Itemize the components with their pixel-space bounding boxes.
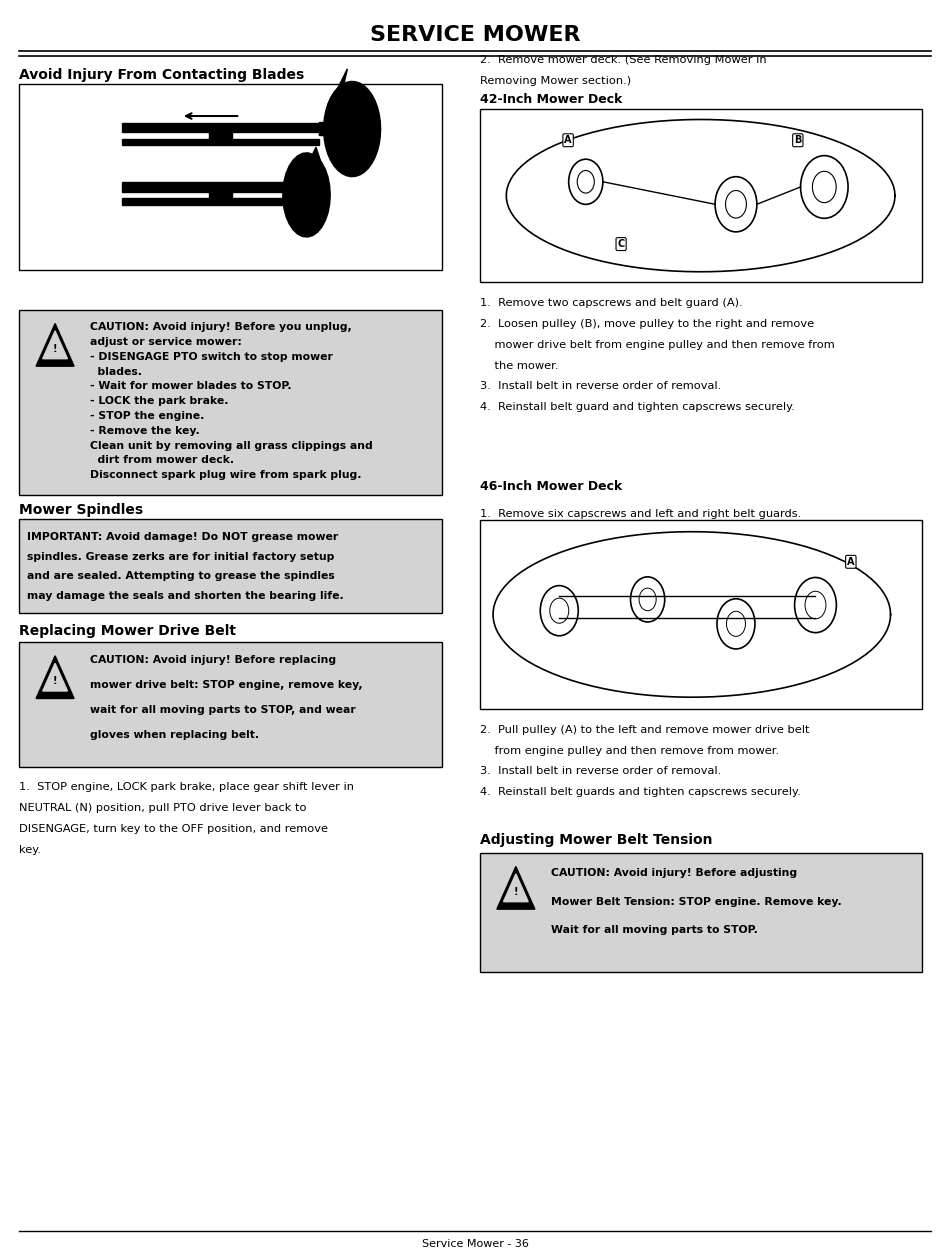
Polygon shape <box>36 656 74 698</box>
Polygon shape <box>122 123 319 132</box>
Text: Service Mower - 36: Service Mower - 36 <box>422 1239 528 1249</box>
Polygon shape <box>122 139 319 145</box>
Text: IMPORTANT: Avoid damage! Do NOT grease mower: IMPORTANT: Avoid damage! Do NOT grease m… <box>27 532 338 542</box>
Polygon shape <box>497 867 535 909</box>
Text: adjust or service mower:: adjust or service mower: <box>90 337 242 347</box>
Text: wait for all moving parts to STOP, and wear: wait for all moving parts to STOP, and w… <box>90 705 356 715</box>
Text: A: A <box>564 135 572 145</box>
Text: CAUTION: Avoid injury! Before you unplug,: CAUTION: Avoid injury! Before you unplug… <box>90 322 352 332</box>
Text: 3.  Install belt in reverse order of removal.: 3. Install belt in reverse order of remo… <box>480 381 721 391</box>
Text: - Wait for mower blades to STOP.: - Wait for mower blades to STOP. <box>90 381 292 391</box>
Text: gloves when replacing belt.: gloves when replacing belt. <box>90 730 259 740</box>
Text: mower drive belt from engine pulley and then remove from: mower drive belt from engine pulley and … <box>480 340 834 350</box>
Text: dirt from mower deck.: dirt from mower deck. <box>90 455 235 465</box>
Polygon shape <box>324 82 381 177</box>
Polygon shape <box>43 663 67 691</box>
Polygon shape <box>283 153 331 237</box>
Text: - STOP the engine.: - STOP the engine. <box>90 411 204 421</box>
Text: A: A <box>847 557 855 567</box>
Text: B: B <box>794 135 802 145</box>
Polygon shape <box>209 192 233 198</box>
Text: !: ! <box>53 676 57 686</box>
Text: 3.  Install belt in reverse order of removal.: 3. Install belt in reverse order of remo… <box>480 766 721 776</box>
Text: the mower.: the mower. <box>480 360 559 370</box>
Text: 1.  Remove two capscrews and belt guard (A).: 1. Remove two capscrews and belt guard (… <box>480 298 742 308</box>
Polygon shape <box>312 147 324 176</box>
Text: Replacing Mower Drive Belt: Replacing Mower Drive Belt <box>19 623 236 638</box>
Text: 4.  Reinstall belt guards and tighten capscrews securely.: 4. Reinstall belt guards and tighten cap… <box>480 788 801 796</box>
Text: Disconnect spark plug wire from spark plug.: Disconnect spark plug wire from spark pl… <box>90 470 362 480</box>
Text: from engine pulley and then remove from mower.: from engine pulley and then remove from … <box>480 745 779 755</box>
Text: 42-Inch Mower Deck: 42-Inch Mower Deck <box>480 93 622 105</box>
Text: !: ! <box>53 344 57 354</box>
Text: blades.: blades. <box>90 366 142 376</box>
Text: - DISENGAGE PTO switch to stop mower: - DISENGAGE PTO switch to stop mower <box>90 352 333 362</box>
Text: CAUTION: Avoid injury! Before adjusting: CAUTION: Avoid injury! Before adjusting <box>551 868 797 878</box>
Text: 1.  Remove six capscrews and left and right belt guards.: 1. Remove six capscrews and left and rig… <box>480 509 801 519</box>
Text: 2.  Remove mower deck. (See Removing Mower in: 2. Remove mower deck. (See Removing Mowe… <box>480 55 767 65</box>
Text: - LOCK the park brake.: - LOCK the park brake. <box>90 396 229 406</box>
FancyBboxPatch shape <box>19 519 442 613</box>
Text: Removing Mower section.): Removing Mower section.) <box>480 76 631 87</box>
FancyBboxPatch shape <box>19 310 442 495</box>
Text: may damage the seals and shorten the bearing life.: may damage the seals and shorten the bea… <box>27 591 343 601</box>
Text: 1.  STOP engine, LOCK park brake, place gear shift lever in: 1. STOP engine, LOCK park brake, place g… <box>19 782 354 793</box>
Text: !: ! <box>514 887 518 897</box>
Text: and are sealed. Attempting to grease the spindles: and are sealed. Attempting to grease the… <box>27 572 334 582</box>
Text: Avoid Injury From Contacting Blades: Avoid Injury From Contacting Blades <box>19 68 304 83</box>
Text: CAUTION: Avoid injury! Before replacing: CAUTION: Avoid injury! Before replacing <box>90 655 336 665</box>
FancyBboxPatch shape <box>480 109 922 282</box>
Text: Adjusting Mower Belt Tension: Adjusting Mower Belt Tension <box>480 833 712 848</box>
Polygon shape <box>122 198 319 204</box>
Polygon shape <box>319 182 325 194</box>
Text: Mower Belt Tension: STOP engine. Remove key.: Mower Belt Tension: STOP engine. Remove … <box>551 897 842 907</box>
Text: C: C <box>618 240 625 250</box>
Polygon shape <box>209 132 233 139</box>
Text: - Remove the key.: - Remove the key. <box>90 426 200 436</box>
Polygon shape <box>36 324 74 366</box>
Polygon shape <box>504 874 528 902</box>
Text: DISENGAGE, turn key to the OFF position, and remove: DISENGAGE, turn key to the OFF position,… <box>19 824 328 834</box>
Polygon shape <box>122 182 319 192</box>
Text: Mower Spindles: Mower Spindles <box>19 503 143 518</box>
Text: NEUTRAL (N) position, pull PTO drive lever back to: NEUTRAL (N) position, pull PTO drive lev… <box>19 804 307 813</box>
Text: Clean unit by removing all grass clippings and: Clean unit by removing all grass clippin… <box>90 440 373 450</box>
Text: Wait for all moving parts to STOP.: Wait for all moving parts to STOP. <box>551 925 758 935</box>
FancyBboxPatch shape <box>19 84 442 270</box>
Polygon shape <box>319 123 325 135</box>
Polygon shape <box>43 331 67 359</box>
Text: spindles. Grease zerks are for initial factory setup: spindles. Grease zerks are for initial f… <box>27 552 334 562</box>
FancyBboxPatch shape <box>480 853 922 972</box>
Polygon shape <box>329 69 348 110</box>
Text: 46-Inch Mower Deck: 46-Inch Mower Deck <box>480 480 622 493</box>
FancyBboxPatch shape <box>480 520 922 709</box>
FancyBboxPatch shape <box>19 642 442 767</box>
Text: 2.  Pull pulley (A) to the left and remove mower drive belt: 2. Pull pulley (A) to the left and remov… <box>480 725 809 735</box>
Text: 2.  Loosen pulley (B), move pulley to the right and remove: 2. Loosen pulley (B), move pulley to the… <box>480 319 814 329</box>
Text: SERVICE MOWER: SERVICE MOWER <box>370 25 580 45</box>
Text: 4.  Reinstall belt guard and tighten capscrews securely.: 4. Reinstall belt guard and tighten caps… <box>480 401 794 411</box>
Text: mower drive belt: STOP engine, remove key,: mower drive belt: STOP engine, remove ke… <box>90 680 363 690</box>
Text: key.: key. <box>19 845 41 854</box>
